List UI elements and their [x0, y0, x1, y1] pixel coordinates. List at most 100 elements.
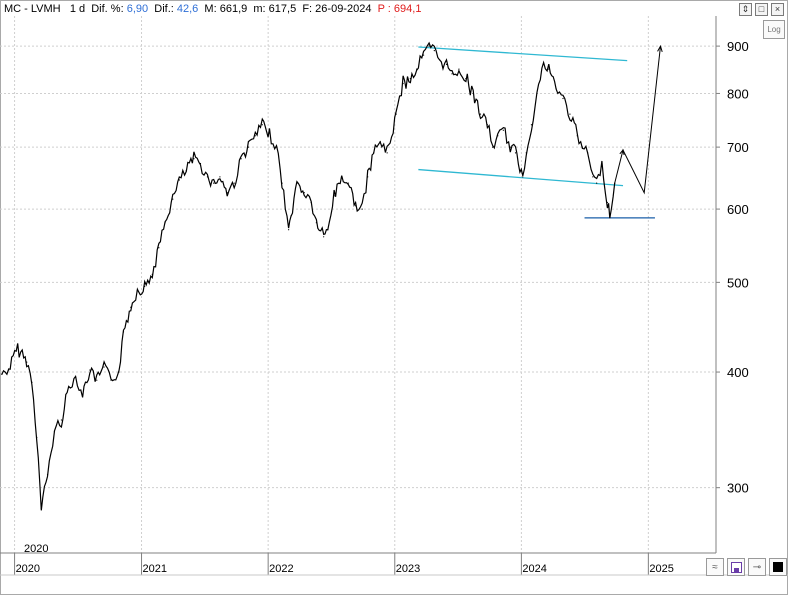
price-plot	[1, 41, 616, 511]
price-point	[327, 229, 329, 231]
price-point	[303, 192, 305, 194]
price-point	[103, 366, 105, 368]
price-point	[40, 507, 42, 509]
symbol-label: MC - LVMH	[4, 3, 61, 15]
price-point	[497, 135, 499, 137]
price-value: 694,1	[393, 3, 422, 15]
price-point	[213, 182, 215, 184]
price-point	[310, 201, 312, 204]
price-point	[275, 146, 278, 148]
price-point	[288, 229, 290, 231]
price-point	[522, 176, 524, 178]
grid-lines	[0, 16, 716, 553]
price-point	[261, 124, 263, 126]
price-point	[465, 78, 467, 80]
dif-pct-label: Dif. %:	[91, 3, 124, 15]
y-tick-label: 500	[727, 275, 749, 290]
price-point	[402, 82, 404, 85]
price-point	[333, 195, 335, 197]
save-button[interactable]	[727, 558, 745, 576]
dif-pct-value: 6,90	[126, 3, 149, 15]
y-tick-label: 900	[727, 39, 749, 54]
price-point	[158, 247, 160, 249]
save-icon	[730, 561, 742, 573]
price-point	[587, 152, 589, 154]
price-point	[233, 182, 235, 184]
price-point	[422, 54, 425, 56]
price-point	[193, 158, 195, 160]
price-point	[68, 386, 70, 389]
price-point	[592, 176, 594, 178]
window-controls: ⇕ □ ×	[739, 3, 784, 16]
price-point	[542, 63, 545, 65]
price-point	[596, 182, 598, 184]
price-point	[491, 146, 494, 148]
price-point	[118, 371, 120, 373]
price-point	[75, 376, 77, 378]
price-point	[178, 179, 180, 181]
x-tick-label: 2022	[269, 563, 293, 575]
y-tick-label: 400	[727, 365, 749, 380]
price-point	[379, 140, 381, 143]
price-point	[373, 152, 375, 154]
timeframe-label: 1 d	[69, 3, 86, 15]
price-point	[569, 113, 571, 115]
price-point	[525, 152, 527, 154]
price-point	[416, 68, 418, 70]
price-point	[445, 63, 448, 65]
x-tick-label: 2021	[143, 563, 167, 575]
price-point	[581, 146, 584, 148]
price-point	[530, 124, 533, 126]
price-point	[89, 369, 91, 371]
price-point	[548, 68, 550, 70]
pin-button[interactable]: ⊸	[748, 558, 766, 576]
price-point	[341, 176, 343, 178]
scroll-button[interactable]: ≈	[706, 558, 724, 576]
price-point	[60, 419, 63, 421]
price-point	[315, 222, 317, 224]
price-point	[472, 92, 474, 95]
price-point	[451, 73, 453, 75]
price-point	[354, 205, 357, 207]
price-point	[509, 146, 511, 148]
price-point	[219, 176, 221, 178]
price-point	[502, 129, 504, 131]
price-point	[514, 152, 517, 154]
price-point	[199, 162, 202, 165]
x-tick-label: 2024	[522, 563, 546, 575]
y-tick-label: 700	[727, 140, 749, 155]
price-point	[172, 198, 174, 200]
price-point	[268, 132, 271, 134]
log-scale-button[interactable]: Log	[763, 20, 785, 39]
price-point	[428, 45, 430, 47]
restore-button[interactable]: ⇕	[739, 3, 752, 16]
price-point	[136, 289, 138, 292]
price-point	[144, 285, 146, 287]
price-point	[53, 430, 56, 433]
price-point	[290, 215, 292, 217]
price-point	[130, 306, 132, 308]
price-point	[555, 87, 557, 90]
price-point	[486, 124, 488, 126]
projection-arrowhead	[657, 44, 663, 52]
price-point	[601, 164, 603, 166]
x-tick-label: 2025	[649, 563, 673, 575]
price-point	[438, 59, 441, 61]
close-button[interactable]: ×	[771, 3, 784, 16]
price-point	[206, 176, 209, 178]
price-point	[296, 182, 298, 184]
price-point	[247, 146, 249, 148]
price-point	[576, 135, 578, 137]
x-tick-label: 2020	[16, 563, 40, 575]
date-value: 26-09-2024	[315, 3, 372, 15]
price-point	[31, 381, 33, 383]
price-point	[479, 113, 482, 115]
min-value: 617,5	[268, 3, 297, 15]
price-point	[609, 215, 611, 217]
price-label: P :	[377, 3, 391, 15]
maximize-button[interactable]: □	[755, 3, 768, 16]
color-button[interactable]	[769, 558, 787, 576]
overlays	[418, 44, 663, 219]
